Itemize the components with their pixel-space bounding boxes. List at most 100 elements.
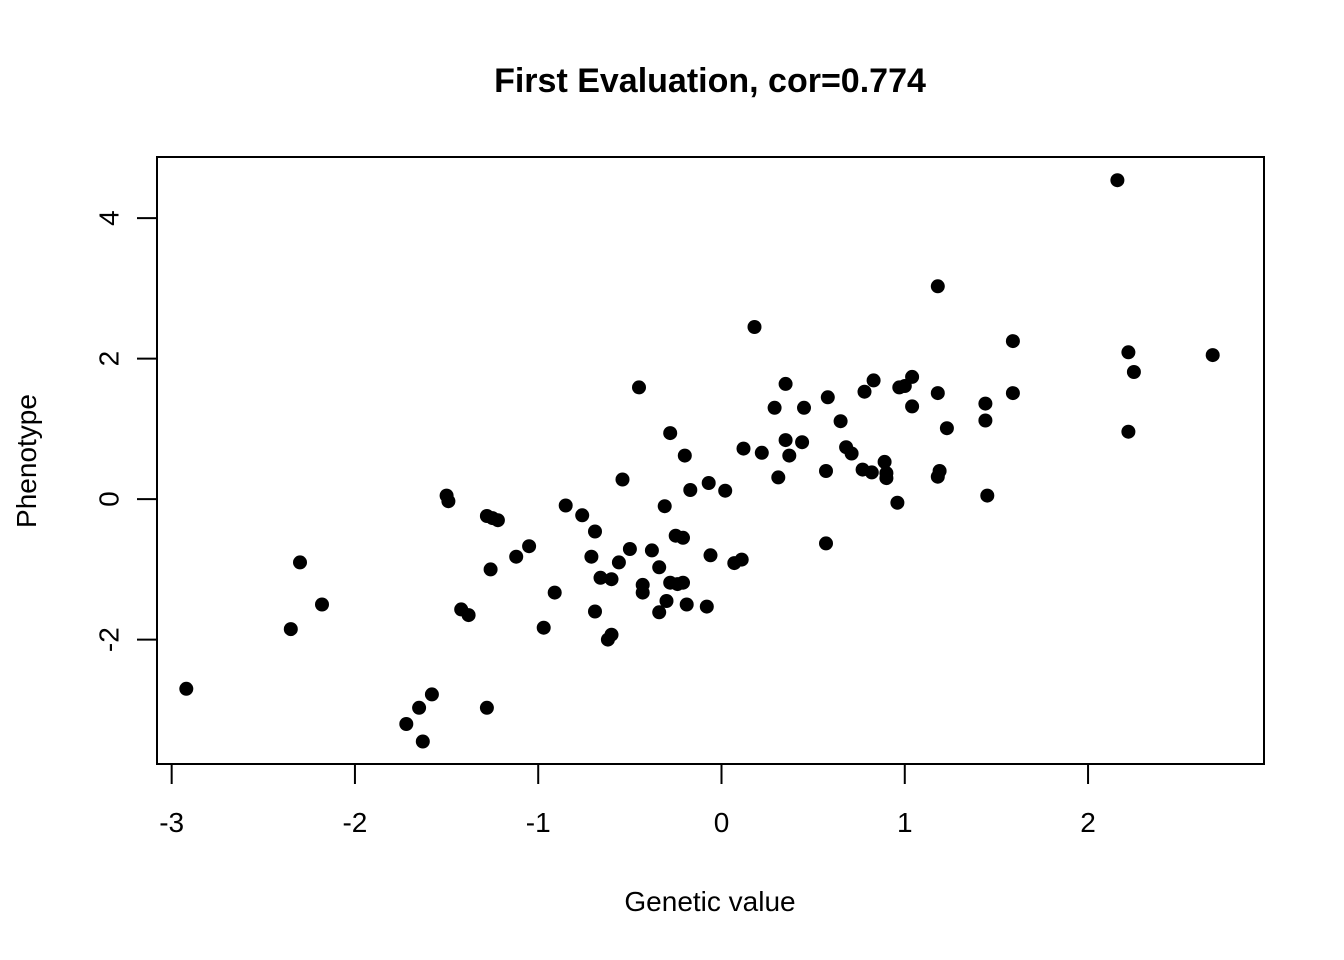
data-point [819,536,833,551]
data-point [1110,173,1125,188]
y-tick-label: 4 [94,210,125,226]
data-point [588,524,602,539]
data-point [679,597,694,612]
data-point [736,441,751,456]
data-point [441,494,456,509]
data-point [1005,334,1020,349]
data-point [754,445,769,460]
data-point [1205,348,1220,363]
x-axis: -3 -2 -1 0 1 2 [159,763,1096,838]
data-point [767,400,782,415]
data-point [1121,424,1136,439]
x-tick-label: 2 [1080,807,1096,838]
y-axis-label: Phenotype [11,394,42,528]
data-point [866,373,881,388]
data-point [844,446,859,461]
data-point [820,390,835,405]
data-point [879,471,894,486]
data-point [424,687,439,702]
y-axis: -2 0 2 4 [94,210,158,652]
data-point [622,542,637,556]
x-axis-label: Genetic value [624,886,795,917]
y-tick-label: -2 [94,627,125,652]
data-point [575,508,590,523]
data-point [593,570,608,585]
data-point [797,400,811,415]
x-tick-label: 0 [714,807,730,838]
data-point [930,279,945,294]
data-point [676,575,690,590]
data-point [932,464,947,478]
data-point [833,414,848,429]
data-point [676,530,690,545]
data-point [584,549,599,564]
data-point [547,585,562,600]
data-point [558,498,573,513]
data-point [771,470,786,485]
data-point [412,700,427,715]
data-point [632,380,646,395]
data-point [1005,386,1020,401]
data-point [980,488,995,503]
data-point [795,435,810,450]
data-point [283,622,298,637]
data-point [399,717,414,731]
x-tick-label: -1 [526,807,551,838]
data-point [778,433,793,448]
data-point [490,513,505,528]
data-point [747,320,762,334]
data-point [657,499,672,514]
data-point [905,369,920,384]
data-point [644,543,659,558]
data-point [978,413,993,428]
data-point [483,562,498,577]
data-point [857,384,872,399]
data-point [588,604,602,619]
data-point [778,376,793,391]
data-point [701,476,716,490]
data-point [611,555,626,570]
data-point [877,454,892,469]
data-point [604,627,619,642]
data-point [677,448,692,463]
data-point [1121,345,1136,360]
data-point [461,608,476,623]
data-point [293,555,307,570]
y-tick-label: 0 [94,491,125,507]
data-point [415,734,430,749]
x-tick-label: -2 [342,807,367,838]
data-point [930,386,945,401]
data-point [635,585,650,600]
data-point [509,549,524,564]
data-point [615,472,630,487]
data-points [179,173,1220,749]
data-point [718,483,733,498]
data-point [604,572,619,587]
plot-frame [156,156,1265,765]
data-point [522,539,537,554]
data-point [683,483,698,497]
data-point [978,396,993,411]
data-point [734,552,749,567]
y-tick-label: 2 [94,351,125,367]
data-point [663,426,678,441]
data-point [652,560,667,575]
data-point [890,495,905,510]
data-point [315,597,329,612]
data-point [652,605,667,620]
data-point [703,548,718,563]
x-tick-label: 1 [897,807,913,838]
data-point [699,599,714,614]
chart-title: First Evaluation, cor=0.774 [494,62,926,100]
data-point [479,700,494,715]
data-point [819,464,833,478]
data-point [782,448,797,463]
x-tick-label: -3 [159,807,184,838]
data-point [905,399,920,414]
data-point [179,681,194,696]
data-point [659,594,674,608]
data-point [864,465,879,480]
data-point [939,421,954,436]
data-point [1126,365,1141,379]
